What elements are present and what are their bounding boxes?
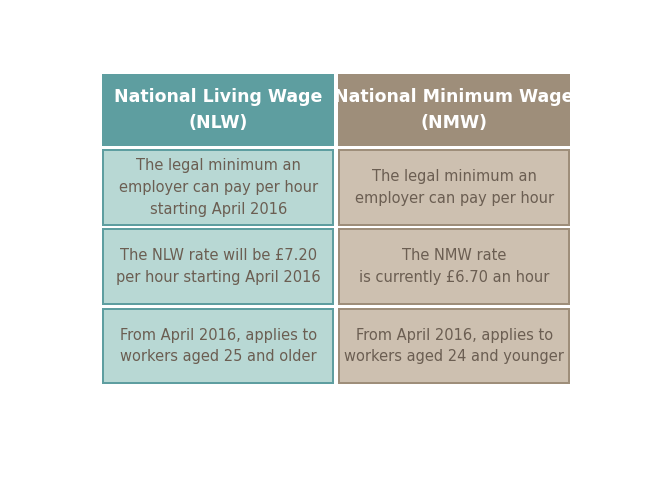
- Text: The legal minimum an
employer can pay per hour
starting April 2016: The legal minimum an employer can pay pe…: [119, 158, 318, 216]
- Bar: [340, 230, 568, 303]
- Bar: [338, 74, 570, 146]
- Text: From April 2016, applies to
workers aged 24 and younger: From April 2016, applies to workers aged…: [344, 327, 564, 364]
- Text: National Minimum Wage
(NMW): National Minimum Wage (NMW): [335, 88, 574, 132]
- Bar: [340, 310, 568, 382]
- Bar: [104, 310, 332, 382]
- Bar: [102, 74, 334, 146]
- Text: The legal minimum an
employer can pay per hour: The legal minimum an employer can pay pe…: [355, 169, 554, 206]
- Text: National Living Wage
(NLW): National Living Wage (NLW): [114, 88, 323, 132]
- Bar: [338, 308, 570, 384]
- Bar: [340, 151, 568, 224]
- Bar: [102, 228, 334, 305]
- Bar: [104, 151, 332, 224]
- Text: The NMW rate
is currently £6.70 an hour: The NMW rate is currently £6.70 an hour: [359, 248, 549, 285]
- Bar: [102, 149, 334, 226]
- Text: The NLW rate will be £7.20
per hour starting April 2016: The NLW rate will be £7.20 per hour star…: [116, 248, 321, 285]
- Bar: [104, 230, 332, 303]
- Text: From April 2016, applies to
workers aged 25 and older: From April 2016, applies to workers aged…: [119, 327, 317, 364]
- Bar: [102, 308, 334, 384]
- Bar: [338, 228, 570, 305]
- Bar: [338, 149, 570, 226]
